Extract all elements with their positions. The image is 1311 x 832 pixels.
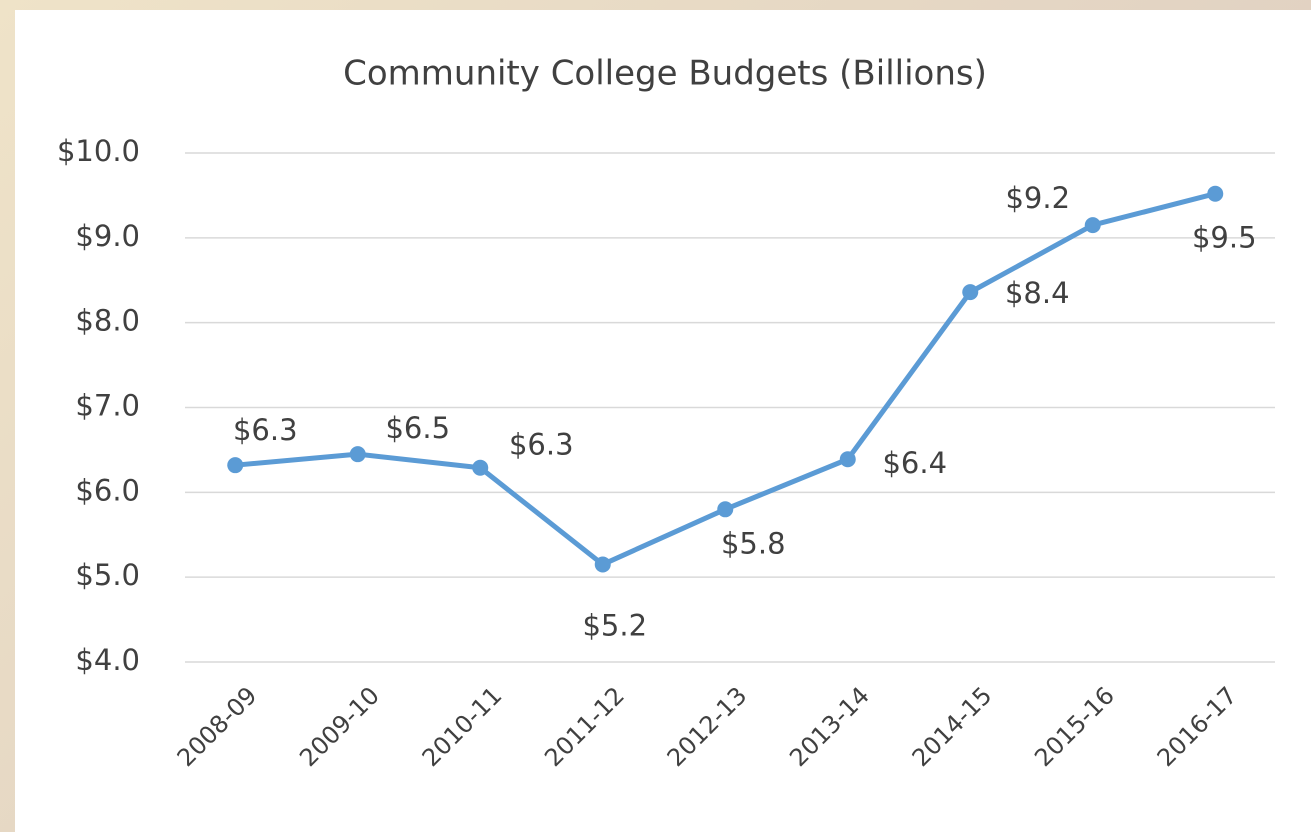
chart-title: Community College Budgets (Billions) [343,54,987,94]
point [594,556,611,573]
data-label: $9.2 [1005,181,1070,215]
point [717,501,734,518]
point [962,284,979,301]
point [227,457,244,474]
data-label: $6.5 [385,411,450,445]
data-label: $5.2 [582,608,647,642]
y-tick-label: $7.0 [75,389,140,423]
y-tick-label: $5.0 [75,558,140,592]
point [1084,217,1101,234]
point [472,459,489,476]
y-tick-label: $8.0 [75,304,140,338]
point [839,451,856,468]
data-label: $8.4 [1005,276,1070,310]
data-label: $6.4 [882,446,947,480]
data-label: $6.3 [509,428,574,462]
y-tick-label: $10.0 [57,134,140,168]
chart-card [15,10,1311,832]
y-tick-label: $4.0 [75,643,140,677]
y-tick-label: $9.0 [75,219,140,253]
data-label: $9.5 [1192,221,1257,255]
y-tick-label: $6.0 [75,473,140,507]
point [1207,185,1224,202]
data-label: $6.3 [233,413,298,447]
data-label: $5.8 [721,526,786,560]
point [349,446,366,463]
